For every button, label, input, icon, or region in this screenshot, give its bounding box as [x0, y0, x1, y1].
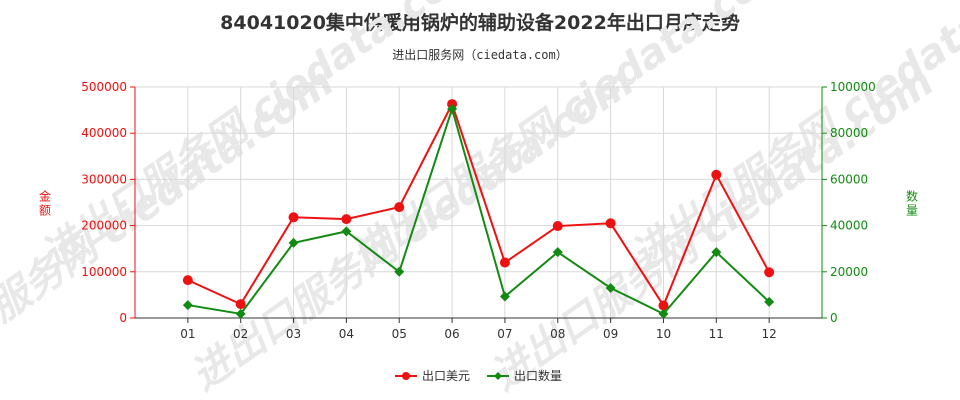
series-layer	[182, 99, 775, 319]
data-point	[605, 218, 616, 229]
data-point	[394, 202, 405, 213]
data-point	[235, 299, 246, 310]
legend-item-2[interactable]: 出口数量	[487, 368, 562, 383]
y-tick-left-label: 500000	[81, 80, 127, 94]
axis-title-char: 金	[39, 189, 51, 204]
x-tick-label: 01	[180, 327, 195, 341]
axis-title-char: 额	[39, 204, 51, 218]
x-tick-label: 03	[286, 327, 301, 341]
data-point	[605, 282, 616, 293]
data-point	[552, 221, 563, 232]
legend-item-1[interactable]: 出口美元	[395, 369, 470, 383]
legend-marker	[494, 372, 502, 380]
legend[interactable]: 出口美元 出口数量	[395, 368, 562, 383]
data-point	[182, 275, 193, 286]
y-tick-right-label: 60000	[830, 172, 868, 186]
data-point	[711, 169, 722, 180]
series-line	[187, 105, 770, 316]
data-point	[447, 103, 458, 114]
data-point	[658, 300, 669, 311]
data-point	[341, 214, 352, 225]
data-point	[288, 237, 299, 248]
data-point	[764, 267, 775, 278]
y-tick-right-label: 20000	[830, 265, 868, 279]
series-line	[187, 101, 771, 308]
y-axis-left-title: 金额	[39, 189, 51, 218]
axis-title-char: 数	[906, 189, 918, 204]
y-tick-left-label: 0	[119, 311, 127, 325]
data-point	[235, 308, 246, 319]
data-point	[552, 247, 563, 258]
y-tick-right-label: 0	[830, 311, 838, 325]
data-point	[711, 247, 722, 258]
legend-label: 出口美元	[422, 369, 470, 383]
data-point	[341, 226, 352, 237]
data-point	[394, 266, 405, 277]
data-point	[182, 300, 193, 311]
y-tick-left-label: 200000	[81, 219, 127, 233]
axis-title-char: 量	[906, 204, 918, 218]
y-tick-left-label: 100000	[81, 265, 127, 279]
legend-label: 出口数量	[514, 368, 562, 383]
chart-subtitle: 进出口服务网（ciedata.com）	[392, 48, 568, 62]
x-tick-label: 05	[392, 327, 407, 341]
axes-layer: 0 100000 200000 300000 400000 500000 0 20000 400…	[39, 80, 918, 341]
y-tick-right-label: 40000	[830, 219, 868, 233]
x-tick-label: 07	[497, 327, 512, 341]
legend-marker	[402, 372, 410, 380]
x-tick-label: 10	[656, 327, 671, 341]
data-point	[288, 212, 299, 223]
x-tick-label: 04	[339, 327, 354, 341]
y-tick-right-label: 100000	[830, 80, 876, 94]
x-tick-label: 08	[550, 327, 565, 341]
chart-title: 84041020集中供暖用锅炉的辅助设备2022年出口月度走势	[220, 12, 740, 34]
x-tick-label: 02	[233, 327, 248, 341]
data-point	[658, 308, 669, 319]
data-point	[764, 296, 775, 307]
y-tick-left-label: 400000	[81, 126, 127, 140]
y-tick-right-label: 80000	[830, 126, 868, 140]
y-axis-right-title: 数量	[906, 189, 918, 218]
series-2	[182, 103, 775, 319]
x-tick-label: 11	[709, 327, 724, 341]
data-point	[499, 291, 510, 302]
y-tick-left-label: 300000	[81, 172, 127, 186]
data-point	[499, 257, 510, 268]
x-tick-label: 12	[762, 327, 777, 341]
x-tick-label: 09	[603, 327, 618, 341]
x-tick-label: 06	[444, 327, 459, 341]
